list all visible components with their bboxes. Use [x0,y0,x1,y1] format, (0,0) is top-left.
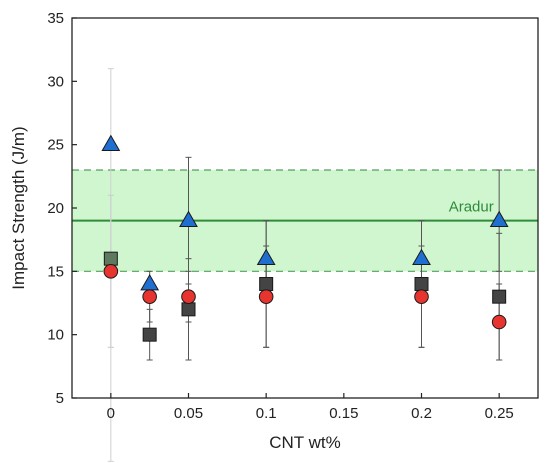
reference-label: Aradur [449,199,494,216]
circle-point-3 [258,289,274,304]
y-tick-label-0: 5 [56,390,64,407]
y-tick-label-5: 30 [47,73,64,90]
triangle-point-2 [179,210,198,228]
circle-point-1 [142,289,157,304]
y-tick-label-1: 10 [47,327,64,344]
triangle-point-0 [101,134,121,152]
y-tick-label-3: 20 [47,200,64,217]
x-tick-label-1: 0.05 [174,405,203,422]
square-point-1 [142,327,157,342]
y-tick-label-2: 15 [47,263,64,280]
square-point-4 [414,277,429,291]
circle-point-0 [103,264,119,279]
marker-layer [101,134,509,342]
triangle-point-5 [489,210,509,228]
aradur-band-layer [72,169,538,272]
circle-point-4 [414,289,429,304]
square-point-0 [103,251,118,266]
triangle-point-4 [412,248,431,266]
y-tick-label-6: 35 [47,10,64,27]
x-axis-title: CNT wt% [269,433,340,452]
tick-layer: 0 0.05 0.1 0.15 0.2 0.25 5 10 15 20 25 30 35 [47,10,513,422]
circle-point-5 [491,314,507,330]
x-tick-label-5: 0.25 [485,405,514,422]
circle-point-2 [181,289,196,304]
x-tick-label-4: 0.2 [411,405,432,422]
square-point-2 [181,302,196,317]
triangle-point-1 [140,273,160,291]
triangle-point-3 [256,248,276,266]
y-axis-title: Impact Strength (J/m) [9,126,28,289]
square-point-5 [492,289,507,304]
y-tick-label-4: 25 [47,137,64,154]
x-tick-label-0: 0 [107,405,115,422]
x-tick-label-3: 0.15 [329,405,358,422]
square-point-3 [259,277,274,291]
x-tick-label-2: 0.1 [256,405,277,422]
